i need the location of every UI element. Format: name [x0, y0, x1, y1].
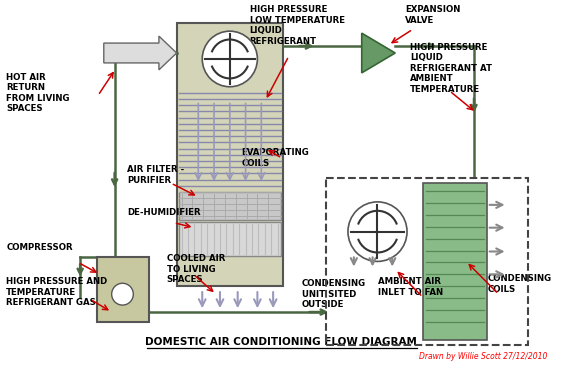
Text: HIGH PRESSURE
LOW TEMPERATURE
LIQUID
REFRIGERANT: HIGH PRESSURE LOW TEMPERATURE LIQUID REF…: [249, 5, 344, 46]
Bar: [423, 183, 487, 340]
Text: EVAPORATING
COILS: EVAPORATING COILS: [242, 148, 310, 168]
Text: AIR FILTER -
PURIFIER: AIR FILTER - PURIFIER: [127, 165, 185, 185]
Bar: [176, 23, 283, 286]
Text: Drawn by Willie Scott 27/12/2010: Drawn by Willie Scott 27/12/2010: [419, 352, 548, 361]
Polygon shape: [104, 36, 176, 70]
Bar: [326, 178, 528, 345]
Text: HIGH PRESSURE AND
TEMPERATURE
REFRIGERANT GAS: HIGH PRESSURE AND TEMPERATURE REFRIGERAN…: [6, 277, 108, 307]
Text: CONDENSING
COILS: CONDENSING COILS: [488, 274, 552, 294]
Circle shape: [112, 283, 133, 305]
Text: DOMESTIC AIR CONDITIONING FLOW DIAGRAM: DOMESTIC AIR CONDITIONING FLOW DIAGRAM: [145, 337, 417, 347]
Bar: [179, 222, 281, 256]
Circle shape: [202, 31, 257, 87]
Text: COMPRESSOR: COMPRESSOR: [6, 243, 73, 252]
Bar: [179, 192, 281, 220]
Text: COOLED AIR
TO LIVING
SPACES: COOLED AIR TO LIVING SPACES: [167, 255, 225, 284]
Text: HIGH PRESSURE
LIQUID
REFRIGERANT AT
AMBIENT
TEMPERATURE: HIGH PRESSURE LIQUID REFRIGERANT AT AMBI…: [410, 43, 492, 94]
Bar: [97, 258, 149, 322]
Text: EXPANSION
VALVE: EXPANSION VALVE: [405, 5, 460, 25]
Text: HOT AIR
RETURN
FROM LIVING
SPACES: HOT AIR RETURN FROM LIVING SPACES: [6, 73, 70, 113]
Circle shape: [348, 202, 407, 262]
Bar: [326, 178, 528, 345]
Text: DE-HUMIDIFIER: DE-HUMIDIFIER: [127, 208, 201, 217]
Text: AMBIENT AIR
INLET TO FAN: AMBIENT AIR INLET TO FAN: [378, 277, 444, 297]
Polygon shape: [362, 33, 395, 73]
Text: CONDENSING
UNIT SITED
OUTSIDE: CONDENSING UNIT SITED OUTSIDE: [302, 279, 366, 309]
